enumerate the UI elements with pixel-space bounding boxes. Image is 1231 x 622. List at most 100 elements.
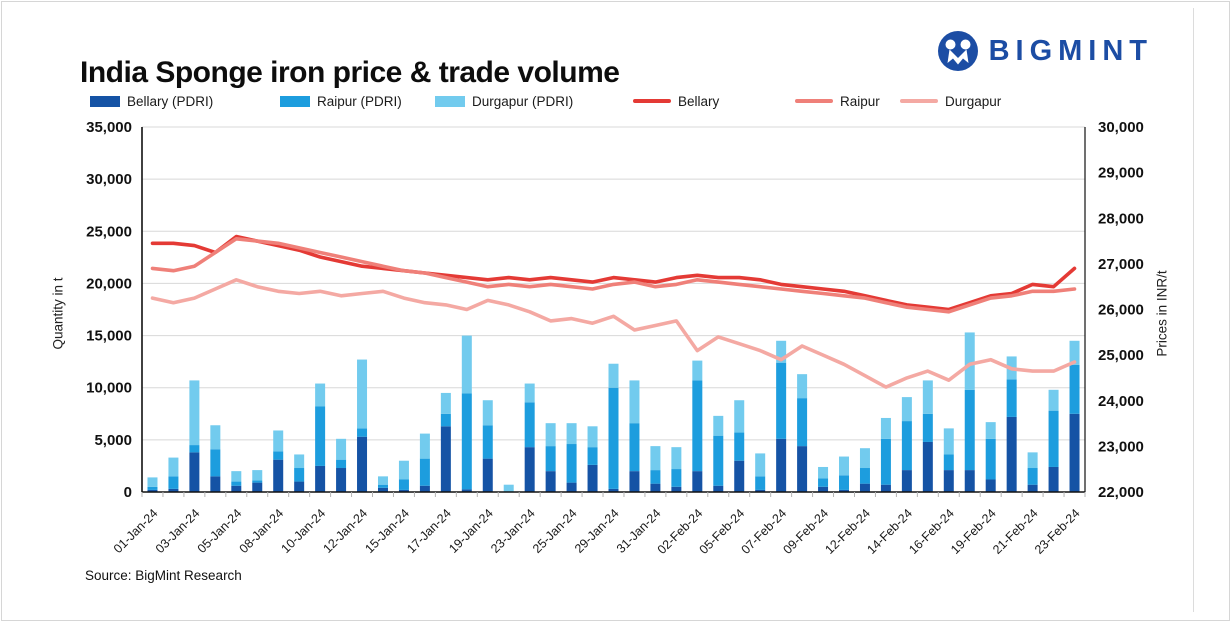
bar-segment-raipur-pdri [336, 459, 347, 469]
bar-segment-bellary-pdri [1006, 416, 1017, 492]
bar-segment-bellary-pdri [818, 486, 829, 492]
bar-segment-bellary-pdri [776, 438, 787, 492]
left-axis-title: Quantity in t [50, 277, 66, 350]
bar-segment-raipur-pdri [545, 446, 556, 472]
bar-segment-raipur-pdri [922, 413, 933, 442]
bar-segment-durgapur-pdri [1027, 452, 1038, 469]
price-line-raipur [150, 237, 1077, 314]
bar-segment-bellary-pdri [734, 460, 745, 492]
bar-segment-bellary-pdri [964, 470, 975, 492]
right-axis-tick-label: 27,000 [1098, 256, 1144, 273]
x-axis-label: 10-Jan-24 [279, 506, 329, 556]
bar-segment-raipur-pdri [1027, 468, 1038, 485]
bar-segment-raipur-pdri [189, 445, 200, 453]
bar-segment-raipur-pdri [398, 479, 409, 490]
bar-segment-durgapur-pdri [294, 454, 305, 469]
left-axis-tick-label: 5,000 [94, 432, 132, 449]
price-line-bellary [150, 234, 1077, 312]
bar-segment-bellary-pdri [608, 488, 619, 492]
bar-segment-bellary-pdri [650, 483, 661, 492]
bar-segment-bellary-pdri [880, 484, 891, 492]
x-axis-label: 01-Jan-24 [111, 506, 161, 556]
x-axis-label: 12-Jan-24 [320, 506, 370, 556]
bar-segment-bellary-pdri [273, 459, 284, 492]
bar-segment-durgapur-pdri [440, 392, 451, 414]
bar-segment-raipur-pdri [608, 387, 619, 489]
left-axis-tick-label: 15,000 [86, 328, 132, 345]
source-note: Source: BigMint Research [85, 568, 242, 583]
bar-segment-durgapur-pdri [189, 380, 200, 446]
bar-segment-raipur-pdri [755, 476, 766, 490]
legend-item-durgapur-pdri[interactable]: Durgapur (PDRI) [435, 92, 573, 110]
bar-segment-bellary-pdri [713, 485, 724, 492]
x-axis-label: 17-Jan-24 [404, 506, 454, 556]
bar-segment-bellary-pdri [189, 452, 200, 492]
bar-segment-durgapur-pdri [922, 380, 933, 414]
x-axis-label: 05-Jan-24 [195, 506, 245, 556]
bar-segment-durgapur-pdri [734, 400, 745, 433]
x-axis-label: 29-Jan-24 [572, 506, 622, 556]
right-axis-tick-label: 22,000 [1098, 484, 1144, 501]
left-axis-tick-label: 25,000 [86, 223, 132, 240]
bar-segment-bellary-pdri [629, 471, 640, 492]
legend-item-bellary[interactable]: Bellary [633, 92, 719, 110]
bar-segment-durgapur-pdri [629, 380, 640, 424]
x-axis-label: 08-Jan-24 [237, 506, 287, 556]
bar-segment-durgapur-pdri [315, 383, 326, 407]
bar-segment-raipur-pdri [671, 469, 682, 487]
bar-segment-raipur-pdri [943, 454, 954, 471]
legend-label: Bellary (PDRI) [127, 93, 214, 109]
bar-segment-bellary-pdri [419, 485, 430, 492]
legend-label: Durgapur [945, 93, 1002, 109]
legend-item-raipur-pdri[interactable]: Raipur (PDRI) [280, 92, 402, 110]
bar-segment-bellary-pdri [1069, 413, 1080, 492]
bar-segment-raipur-pdri [587, 447, 598, 465]
bar-segment-durgapur-pdri [713, 415, 724, 436]
right-axis-tick-label: 26,000 [1098, 302, 1144, 319]
bar-segment-durgapur-pdri [336, 438, 347, 460]
bar-segment-durgapur-pdri [482, 400, 493, 426]
bar-segment-durgapur-pdri [566, 423, 577, 445]
bar-segment-durgapur-pdri [545, 423, 556, 447]
bar-segment-durgapur-pdri [776, 340, 787, 363]
legend-bar-swatch [280, 95, 310, 107]
bar-segment-raipur-pdri [147, 486, 158, 490]
legend-item-raipur[interactable]: Raipur [795, 92, 880, 110]
bar-segment-raipur-pdri [964, 389, 975, 471]
bar-segment-durgapur-pdri [524, 383, 535, 403]
bar-segment-bellary-pdri [231, 485, 242, 492]
bar-segment-raipur-pdri [629, 423, 640, 472]
bar-segment-durgapur-pdri [818, 466, 829, 479]
bar-segment-durgapur-pdri [985, 422, 996, 439]
bar-segment-durgapur-pdri [168, 457, 179, 477]
bar-segment-durgapur-pdri [692, 360, 703, 381]
bar-segment-bellary-pdri [440, 426, 451, 492]
x-axis-label: 15-Jan-24 [362, 506, 412, 556]
legend-label: Bellary [678, 93, 720, 109]
bar-segment-bellary-pdri [985, 479, 996, 492]
legend-item-durgapur[interactable]: Durgapur [900, 92, 1001, 110]
bar-segment-raipur-pdri [357, 428, 368, 437]
left-axis-tick-label: 0 [124, 484, 132, 501]
legend-item-bellary-pdri[interactable]: Bellary (PDRI) [90, 92, 213, 110]
bar-segment-durgapur-pdri [650, 446, 661, 471]
left-axis-tick-label: 30,000 [86, 171, 132, 188]
bar-segment-raipur-pdri [482, 425, 493, 459]
bar-segment-durgapur-pdri [503, 484, 514, 492]
bar-segment-raipur-pdri [315, 406, 326, 466]
bar-segment-durgapur-pdri [880, 417, 891, 439]
legend-label: Durgapur (PDRI) [472, 93, 574, 109]
bar-segment-bellary-pdri [482, 458, 493, 492]
page-title: India Sponge iron price & trade volume [80, 56, 620, 90]
legend-line-swatch [633, 99, 671, 103]
bar-segment-raipur-pdri [985, 438, 996, 480]
bar-segment-raipur-pdri [692, 380, 703, 472]
bar-segment-bellary-pdri [859, 483, 870, 492]
bar-segment-durgapur-pdri [587, 426, 598, 448]
bar-segment-durgapur-pdri [210, 425, 221, 450]
bar-segment-bellary-pdri [398, 489, 409, 492]
bar-segment-bellary-pdri [357, 436, 368, 492]
bar-segment-durgapur-pdri [943, 428, 954, 455]
bar-segment-durgapur-pdri [273, 430, 284, 452]
bar-segment-durgapur-pdri [357, 359, 368, 429]
